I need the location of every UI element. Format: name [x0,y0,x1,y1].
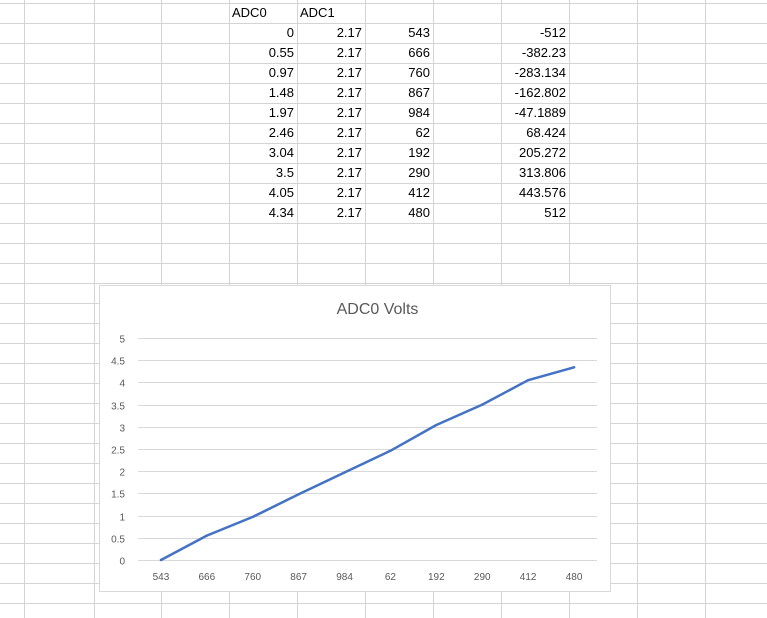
cell-adc1-value[interactable]: 2.17 [336,65,362,80]
cell-adc0-value[interactable]: 3.04 [268,145,294,160]
x-tick-label: 192 [428,572,445,583]
y-tick-label: 0 [119,557,125,568]
y-tick-label: 5 [119,335,125,346]
x-tick-label: 480 [566,572,583,583]
cell-adc0-value[interactable]: 4.34 [268,205,294,220]
cell-adc0-value[interactable]: 0 [286,25,294,40]
cell-adc1-value[interactable]: 2.17 [336,45,362,60]
cell-adc1-value[interactable]: 2.17 [336,125,362,140]
cell-scaled-value[interactable]: 313.806 [519,165,566,180]
cell-adc1-value[interactable]: 2.17 [336,165,362,180]
cell-adc1-value[interactable]: 2.17 [336,185,362,200]
data-point[interactable] [251,515,254,519]
cell-scaled-value[interactable]: -162.802 [514,85,566,100]
cell-scaled-value[interactable]: 205.272 [519,145,566,160]
x-tick-label: 666 [199,572,216,583]
cell-adc0-value[interactable]: 2.46 [268,125,294,140]
cell-scaled-value[interactable]: -47.1889 [514,105,566,120]
chart-title: ADC0 Volts [337,301,419,318]
data-point[interactable] [389,449,392,452]
y-tick-label: 4 [119,379,125,390]
y-tick-label: 3 [119,424,125,435]
cell-adc0-value[interactable]: 0.55 [268,45,294,60]
cell-adc1-value[interactable]: 2.17 [336,205,362,220]
cell-adc0-value[interactable]: 4.05 [268,185,294,200]
cell-raw-value[interactable]: 984 [408,105,430,120]
x-tick-label: 290 [474,572,491,583]
line-chart[interactable]: ADC0 Volts 0 0.5 1 1.5 2 2.5 3 3.5 4 4.5 5 543 666 760… [99,285,611,592]
y-tick-label: 4.5 [111,357,125,368]
x-tick-label: 412 [520,572,537,583]
cell-scaled-value[interactable]: -382.23 [521,45,566,60]
data-point[interactable] [572,366,576,369]
cell-adc1-value[interactable]: 2.17 [336,85,362,100]
cell-raw-value[interactable]: 62 [415,125,430,140]
series-line[interactable] [159,366,576,562]
cell-raw-value[interactable]: 412 [408,185,430,200]
cell-scaled-value[interactable]: -283.134 [514,65,566,80]
y-tick-label: 1 [119,513,125,524]
cell-adc0-value[interactable]: 1.97 [268,105,294,120]
data-point[interactable] [435,423,438,427]
cell-raw-value[interactable]: 760 [408,65,430,80]
cell-raw-value[interactable]: 867 [408,85,430,100]
cell-adc1-value[interactable]: 2.17 [336,25,362,40]
data-point[interactable] [159,558,163,562]
cell-raw-value[interactable]: 192 [408,145,430,160]
column-header-adc1[interactable]: ADC1 [300,5,335,20]
x-tick-label: 984 [336,572,353,583]
cell-scaled-value[interactable]: -512 [539,25,566,40]
cell-adc1-value[interactable]: 2.17 [336,145,362,160]
y-tick-label: 0.5 [111,535,125,546]
cell-scaled-value[interactable]: 443.576 [519,185,566,200]
x-tick-label: 62 [385,572,397,583]
data-point[interactable] [481,403,484,406]
cell-adc0-value[interactable]: 1.48 [268,85,294,100]
cell-raw-value[interactable]: 666 [408,45,430,60]
cell-adc0-value[interactable]: 3.5 [275,165,294,180]
cell-raw-value[interactable]: 543 [408,25,430,40]
data-point[interactable] [297,493,300,496]
cell-scaled-value[interactable]: 512 [544,205,566,220]
data-point[interactable] [343,471,346,474]
cell-raw-value[interactable]: 480 [408,205,430,220]
x-tick-label: 867 [290,572,307,583]
chart-canvas: ADC0 Volts 0 0.5 1 1.5 2 2.5 3 3.5 4 4.5 5 543 666 760… [111,301,597,583]
y-tick-label: 3.5 [111,402,125,413]
x-tick-label: 760 [244,572,261,583]
y-tick-label: 2 [119,468,125,479]
cell-adc0-value[interactable]: 0.97 [268,65,294,80]
x-tick-label: 543 [153,572,170,583]
y-tick-label: 2.5 [111,446,125,457]
data-point[interactable] [526,378,530,382]
cell-raw-value[interactable]: 290 [408,165,430,180]
cell-scaled-value[interactable]: 68.424 [526,125,566,140]
column-header-adc0[interactable]: ADC0 [232,5,267,20]
y-tick-label: 1.5 [111,490,125,501]
data-point[interactable] [205,534,209,537]
cell-adc1-value[interactable]: 2.17 [336,105,362,120]
